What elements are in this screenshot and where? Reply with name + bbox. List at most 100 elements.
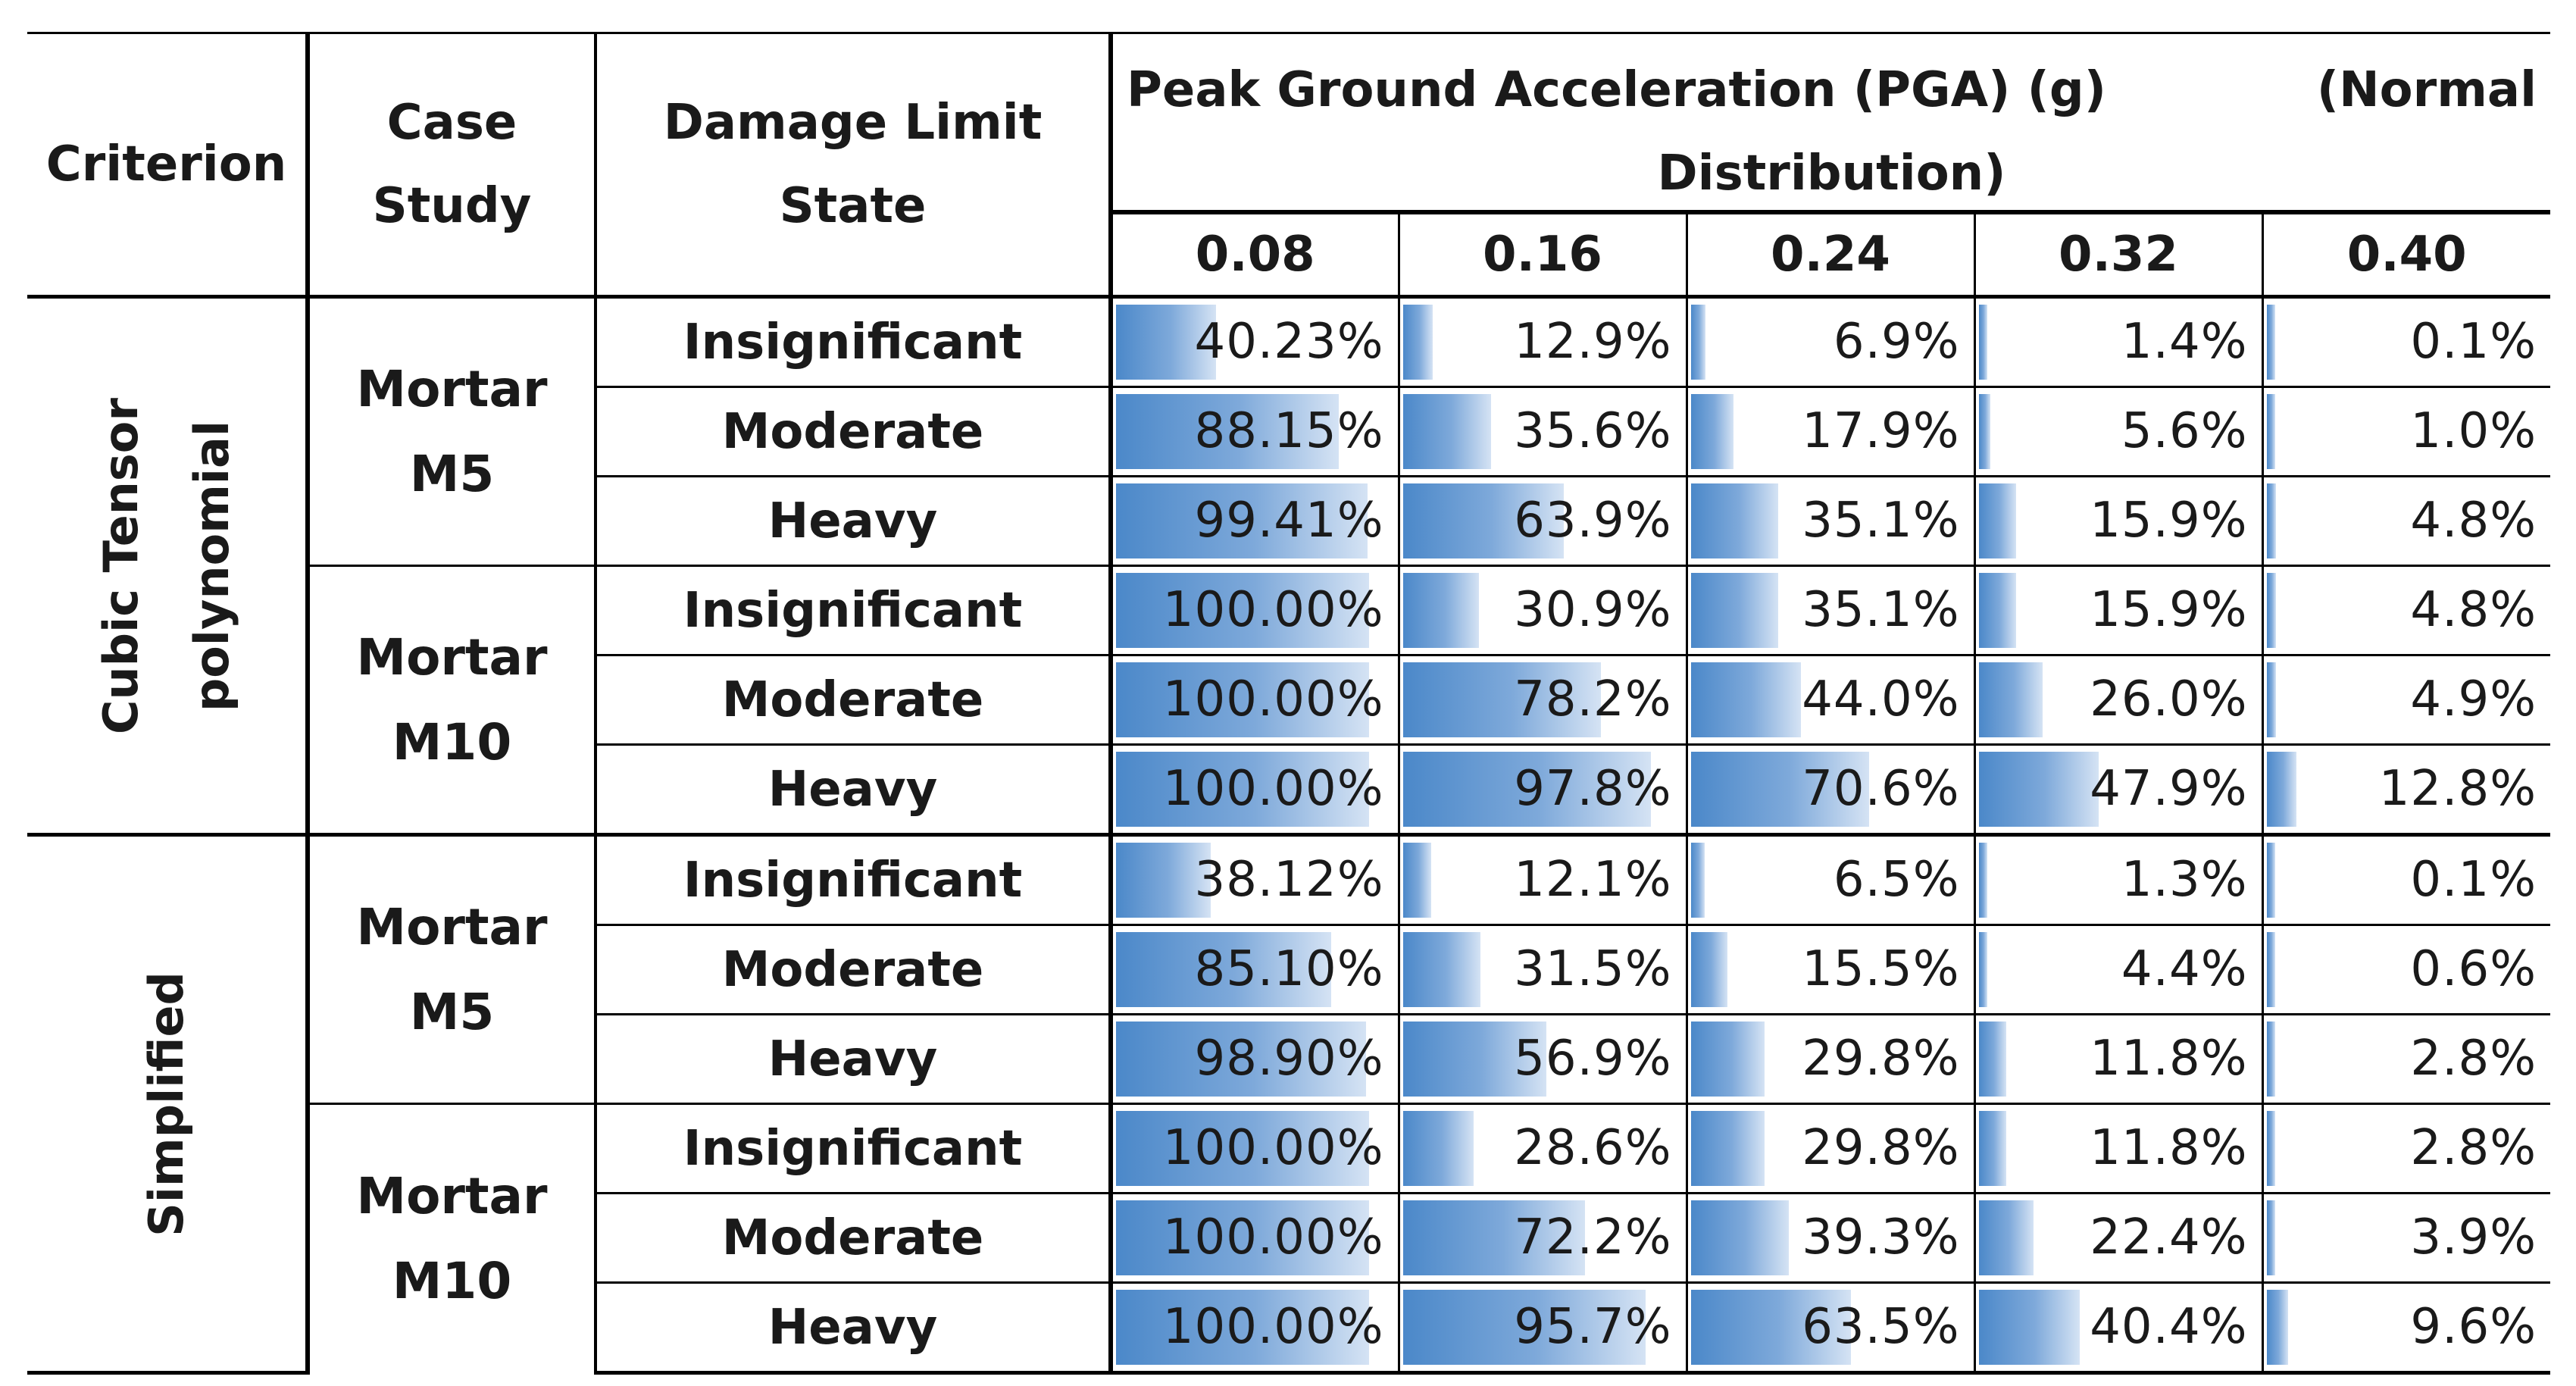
probability-cell: 11.8% bbox=[1974, 1014, 2264, 1104]
damage-limit-state-header: Damage Limit State bbox=[596, 33, 1113, 297]
data-bar bbox=[1690, 1022, 1765, 1097]
probability-cell: 44.0% bbox=[1687, 655, 1976, 745]
probability-value: 0.6% bbox=[2410, 941, 2537, 997]
pga-level-header: 0.40 bbox=[2346, 227, 2467, 283]
data-bar bbox=[1690, 483, 1778, 558]
criterion-header: Criterion bbox=[27, 33, 310, 297]
probability-cell: 3.9% bbox=[2262, 1194, 2550, 1283]
probability-value: 44.0% bbox=[1802, 671, 1960, 727]
probability-value: 17.9% bbox=[1802, 403, 1960, 459]
probability-cell: 4.4% bbox=[1974, 925, 2264, 1015]
pga-title-header: Peak Ground Acceleration (PGA) (g) (Norm… bbox=[1111, 33, 2550, 214]
case-study-label: M10 bbox=[392, 1251, 512, 1310]
probability-cell: 28.6% bbox=[1399, 1103, 1688, 1194]
probability-cell: 47.9% bbox=[1974, 744, 2264, 835]
table-row: Heavy 99.41% 63.9% 35.1% 15.9% 4.8% bbox=[27, 476, 2550, 566]
probability-value: 29.8% bbox=[1802, 1120, 1960, 1176]
probability-value: 3.9% bbox=[2410, 1209, 2537, 1266]
damage-state-cell: Insignificant bbox=[596, 296, 1113, 387]
probability-value: 38.12% bbox=[1194, 852, 1384, 908]
probability-cell: 100.00% bbox=[1111, 565, 1400, 655]
probability-value: 31.5% bbox=[1514, 941, 1672, 997]
data-bar bbox=[2266, 305, 2275, 380]
probability-value: 56.9% bbox=[1514, 1031, 1672, 1087]
probability-cell: 29.8% bbox=[1687, 1014, 1976, 1104]
data-bar bbox=[1690, 843, 1705, 918]
data-bar bbox=[1690, 932, 1728, 1007]
probability-value: 2.8% bbox=[2410, 1031, 2537, 1087]
data-bar bbox=[1402, 1200, 1586, 1275]
case-study-label: Mortar bbox=[356, 627, 548, 687]
criterion-cell: Cubic Tensor polynomial bbox=[27, 296, 310, 837]
data-bar bbox=[1402, 305, 1433, 380]
pga-damage-table: Criterion Case Study Damage Limit State … bbox=[27, 32, 2550, 1375]
probability-value: 12.1% bbox=[1514, 852, 1672, 908]
data-bar bbox=[1116, 932, 1331, 1007]
probability-cell: 31.5% bbox=[1399, 925, 1688, 1015]
probability-cell: 26.0% bbox=[1974, 655, 2264, 745]
probability-cell: 12.1% bbox=[1399, 834, 1688, 925]
probability-cell: 17.9% bbox=[1687, 386, 1976, 477]
probability-cell: 40.23% bbox=[1111, 296, 1400, 387]
probability-value: 5.6% bbox=[2121, 403, 2248, 459]
criterion-label-line: polynomial bbox=[183, 420, 239, 712]
data-bar bbox=[1690, 394, 1734, 469]
probability-value: 12.8% bbox=[2378, 761, 2537, 817]
probability-cell: 6.9% bbox=[1687, 296, 1976, 387]
probability-cell: 72.2% bbox=[1399, 1193, 1688, 1283]
probability-value: 100.00% bbox=[1162, 761, 1384, 817]
case-study-cell: Mortar M10 bbox=[308, 565, 597, 835]
probability-value: 40.23% bbox=[1194, 314, 1384, 370]
case-study-cell: Mortar M5 bbox=[308, 834, 597, 1104]
data-bar bbox=[1978, 843, 1987, 918]
probability-cell: 4.8% bbox=[2262, 566, 2550, 655]
probability-value: 98.90% bbox=[1194, 1031, 1384, 1087]
probability-cell: 100.00% bbox=[1111, 744, 1400, 835]
probability-value: 15.9% bbox=[2090, 493, 2248, 549]
probability-cell: 0.1% bbox=[2262, 835, 2550, 925]
probability-cell: 99.41% bbox=[1111, 476, 1400, 566]
pga-level-header: 0.08 bbox=[1111, 212, 1400, 297]
probability-cell: 4.9% bbox=[2262, 655, 2550, 745]
data-bar bbox=[1116, 305, 1216, 380]
table-row: Heavy 100.00% 97.8% 70.6% 47.9% 12.8% bbox=[27, 744, 2550, 835]
table-row: Moderate 100.00% 78.2% 44.0% 26.0% 4.9% bbox=[27, 655, 2550, 745]
criterion-label: Cubic Tensor polynomial bbox=[76, 398, 258, 734]
probability-value: 0.1% bbox=[2410, 314, 2537, 370]
data-bar bbox=[1690, 1111, 1765, 1186]
table-row: Moderate 85.10% 31.5% 15.5% 4.4% 0.6% bbox=[27, 925, 2550, 1015]
probability-value: 35.1% bbox=[1802, 582, 1960, 638]
data-bar bbox=[1690, 1200, 1789, 1275]
probability-value: 11.8% bbox=[2090, 1120, 2248, 1176]
probability-cell: 2.8% bbox=[2262, 1104, 2550, 1194]
criterion-cell: Simplified bbox=[27, 834, 310, 1375]
probability-value: 35.1% bbox=[1802, 493, 1960, 549]
probability-cell: 9.6% bbox=[2262, 1282, 2550, 1375]
data-bar bbox=[2266, 932, 2275, 1007]
case-study-label: Mortar bbox=[356, 1166, 548, 1225]
data-bar bbox=[1402, 662, 1601, 737]
probability-cell: 38.12% bbox=[1111, 834, 1400, 925]
damage-state-cell: Insignificant bbox=[596, 565, 1113, 655]
probability-cell: 11.8% bbox=[1974, 1103, 2264, 1194]
probability-value: 63.5% bbox=[1802, 1299, 1960, 1355]
probability-cell: 56.9% bbox=[1399, 1014, 1688, 1104]
table-row: Mortar M10 Insignificant 100.00% 28.6% 29.8% 1… bbox=[27, 1103, 2550, 1373]
probability-value: 72.2% bbox=[1514, 1209, 1672, 1266]
data-bar bbox=[1978, 394, 1990, 469]
data-bar bbox=[1116, 662, 1369, 737]
probability-cell: 100.00% bbox=[1111, 655, 1400, 745]
criterion-label-line: Simplified bbox=[138, 971, 194, 1237]
probability-value: 100.00% bbox=[1162, 671, 1384, 727]
data-bar bbox=[2266, 573, 2276, 648]
data-bar bbox=[1690, 1290, 1851, 1365]
damage-state-cell: Insignificant bbox=[596, 834, 1113, 925]
probability-value: 4.4% bbox=[2121, 941, 2248, 997]
data-bar bbox=[1402, 573, 1480, 648]
results-table-frame: Criterion Case Study Damage Limit State … bbox=[27, 32, 2550, 1375]
data-bar bbox=[1116, 483, 1368, 558]
data-bar bbox=[2266, 1200, 2275, 1275]
case-study-label: M5 bbox=[409, 982, 495, 1041]
damage-state-cell: Moderate bbox=[596, 386, 1113, 477]
probability-cell: 97.8% bbox=[1399, 744, 1688, 835]
